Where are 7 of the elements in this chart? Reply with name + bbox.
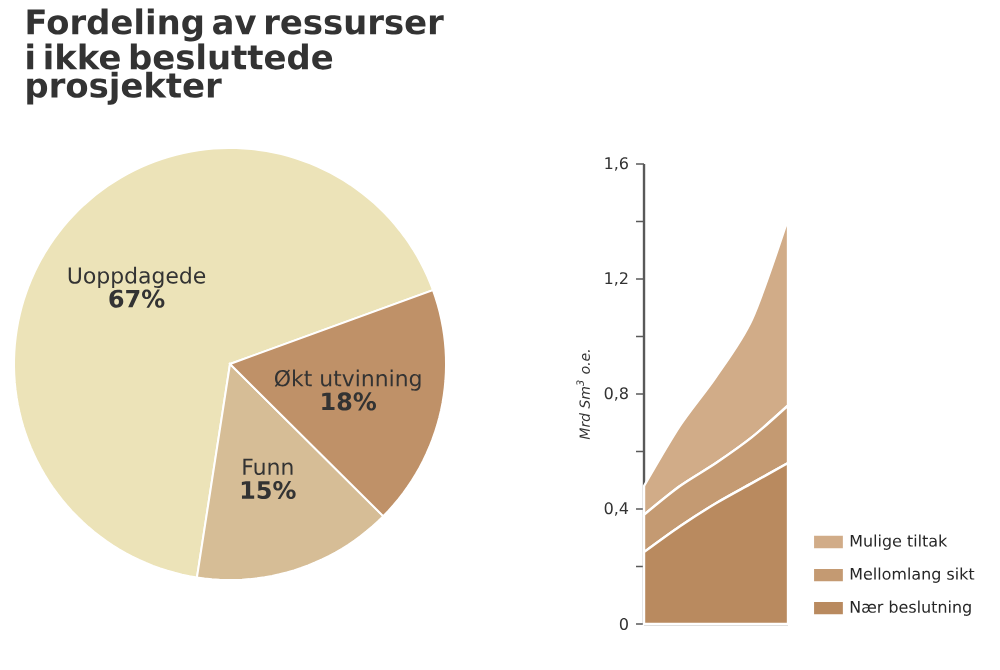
data-label: 67% (109, 289, 165, 308)
data-label: 18% (322, 392, 376, 411)
slice-label: Funn (243, 458, 293, 476)
slice-label: Økt utvinning (274, 369, 421, 391)
slice-label: Uoppdagede (68, 266, 206, 288)
chart-title: Fordeling av ressurser i ikke besluttede prosjekter (27, 8, 444, 105)
data-label: 15% (241, 480, 296, 500)
